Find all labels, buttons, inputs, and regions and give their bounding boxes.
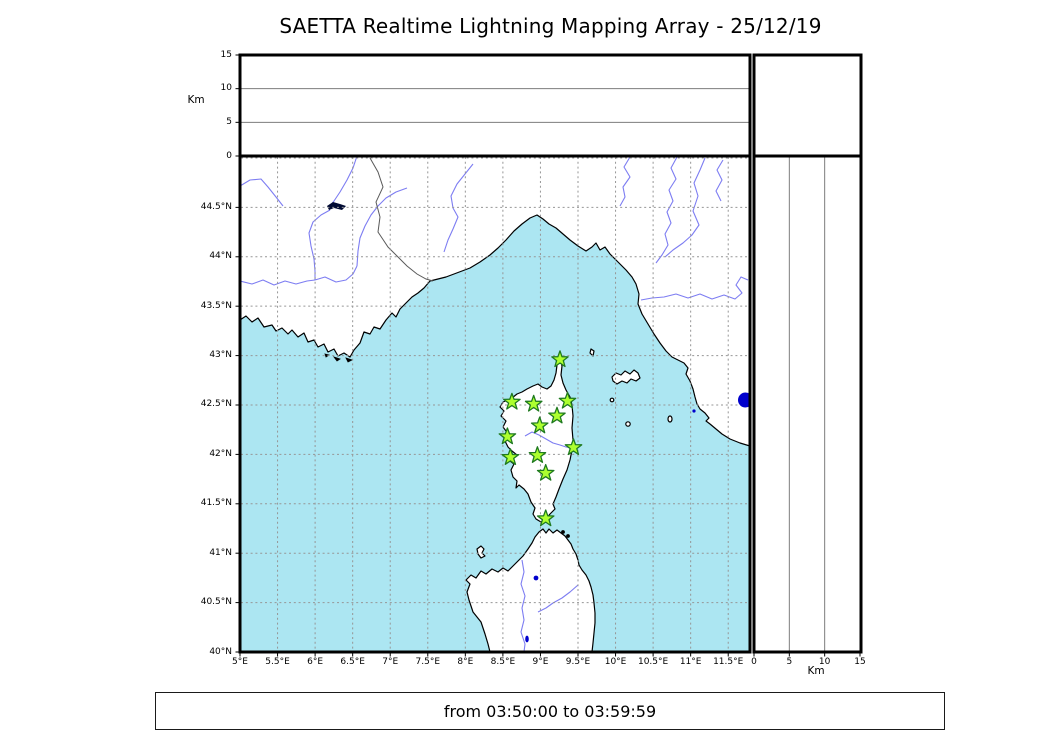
lat-tick-label: 41°N xyxy=(209,547,232,558)
station-star xyxy=(564,438,583,456)
lake-serre-poncon xyxy=(327,202,346,210)
station-star xyxy=(536,509,555,527)
altitude-km-tick-label: 0 xyxy=(751,656,757,667)
altitude-km-tick-label: 15 xyxy=(854,656,866,667)
axis-ticks xyxy=(235,54,861,657)
station-star xyxy=(536,463,555,481)
lon-tick-label: 9°E xyxy=(532,656,549,667)
lon-tick-label: 7°E xyxy=(382,656,399,667)
station-star xyxy=(528,446,547,463)
lon-tick-label: 11°E xyxy=(679,656,702,667)
altitude-tick-label: 15 xyxy=(220,49,232,60)
lat-tick-label: 40°N xyxy=(209,646,232,657)
lat-tick-label: 42.5°N xyxy=(200,399,232,410)
station-star xyxy=(551,350,569,368)
country-border xyxy=(369,157,434,282)
lakes xyxy=(327,202,696,643)
map-gridlines xyxy=(241,157,749,651)
station-star xyxy=(558,391,577,409)
altitude-km-tick-label: 10 xyxy=(818,656,831,667)
lon-tick-label: 5.5°E xyxy=(265,656,290,667)
station-star xyxy=(501,448,520,465)
lake-bolsena-marker xyxy=(737,392,750,408)
pianosa-island xyxy=(609,397,615,403)
station-star xyxy=(503,392,521,410)
lat-tick-label: 44.5°N xyxy=(200,201,232,212)
lon-tick-label: 5°E xyxy=(232,656,248,667)
time-range-text: from 03:50:00 to 03:59:59 xyxy=(443,701,657,721)
lon-tick-label: 7.5°E xyxy=(415,656,441,667)
panel-gridlines xyxy=(241,88,826,651)
altitude-tick-label: 10 xyxy=(220,83,232,94)
figure-title: SAETTA Realtime Lightning Mapping Array … xyxy=(279,14,822,38)
giglio-island xyxy=(667,415,673,423)
station-star xyxy=(524,394,543,412)
altitude-latitude-panel xyxy=(752,154,863,654)
mainland-france-italy xyxy=(240,156,750,447)
altitude-axis-label-bottom: Km xyxy=(807,665,825,677)
corner-histogram-panel xyxy=(752,53,863,158)
rivers xyxy=(240,156,749,652)
map-panel-border xyxy=(238,154,752,654)
lat-tick-label: 43.5°N xyxy=(200,300,232,311)
montecristo-island xyxy=(625,421,631,427)
panel-borders xyxy=(238,53,863,654)
lon-tick-label: 8°E xyxy=(457,656,474,667)
lon-tick-label: 8.5°E xyxy=(490,656,516,667)
geographic-map xyxy=(240,156,750,652)
lon-tick-label: 11.5°E xyxy=(713,656,744,667)
lon-tick-label: 6°E xyxy=(307,656,324,667)
lat-tick-label: 42°N xyxy=(209,448,232,459)
lat-tick-label: 41.5°N xyxy=(200,498,232,509)
station-star xyxy=(498,427,517,445)
sardinia-island xyxy=(465,528,596,652)
lat-tick-label: 40.5°N xyxy=(200,597,232,608)
altitude-axis-label-top: Km xyxy=(187,94,205,106)
station-star xyxy=(530,416,549,434)
station-markers xyxy=(498,350,583,527)
lon-tick-label: 9.5°E xyxy=(565,656,591,667)
altitude-tick-label: 5 xyxy=(226,116,232,127)
altitude-km-tick-label: 5 xyxy=(786,656,793,667)
asinara-island xyxy=(476,545,486,559)
altitude-longitude-panel xyxy=(238,53,752,158)
small-islets xyxy=(324,353,570,538)
altitude-tick-label: 0 xyxy=(226,150,232,161)
elba-island xyxy=(611,369,641,385)
lat-tick-label: 44°N xyxy=(209,251,232,262)
lon-tick-label: 6.5°E xyxy=(340,656,365,667)
lon-tick-label: 10.5°E xyxy=(637,656,669,667)
lat-tick-label: 43°N xyxy=(209,350,232,361)
station-star xyxy=(548,406,566,424)
lon-tick-label: 10°E xyxy=(604,656,627,667)
time-range-box: from 03:50:00 to 03:59:59 xyxy=(155,692,945,730)
